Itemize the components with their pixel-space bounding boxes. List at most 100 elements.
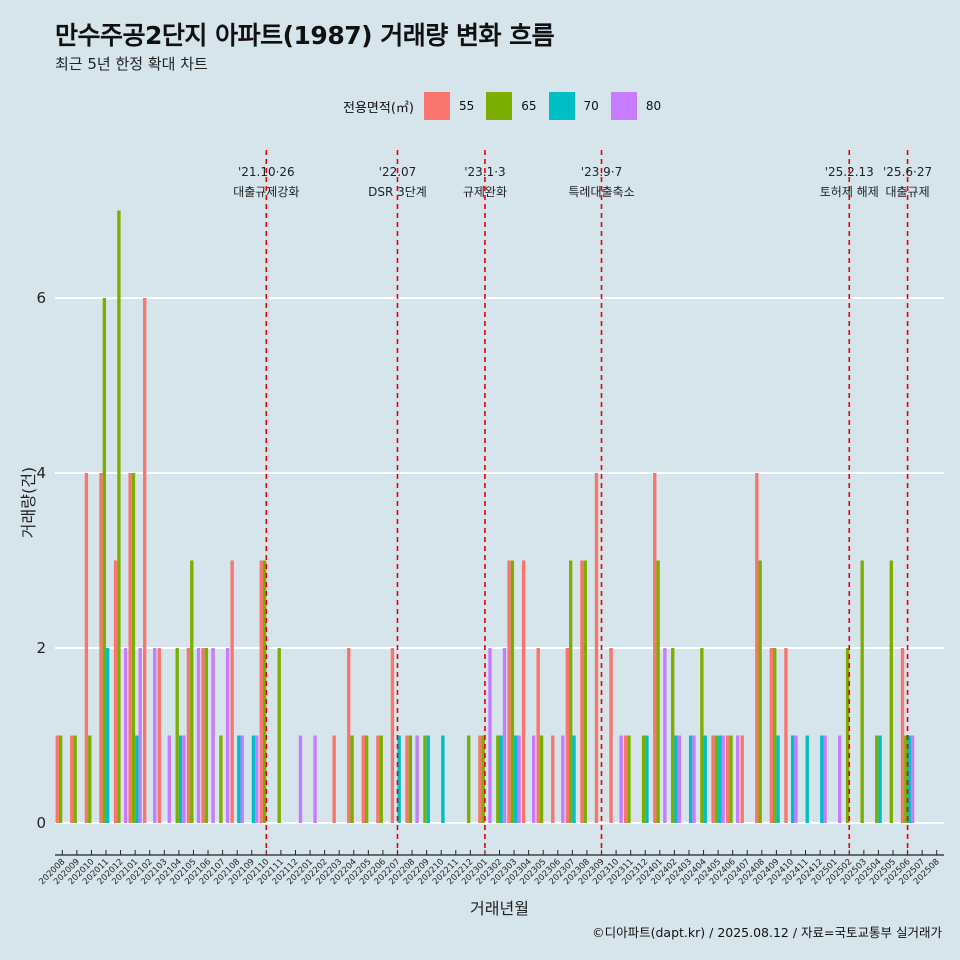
bar-80-202506: [910, 735, 915, 823]
event-date-label: '23.1·3: [464, 165, 505, 179]
bar-55-202310: [609, 648, 613, 823]
bar-55-202409: [769, 648, 774, 823]
bar-65-202204: [350, 735, 354, 823]
bar-70-202412: [820, 735, 824, 823]
chart-subtitle: 최근 5년 한정 확대 차트: [55, 55, 208, 73]
bar-70-202409: [776, 735, 780, 823]
bar-65-202406: [729, 735, 733, 823]
bar-55-202011: [99, 473, 103, 823]
bar-65-202106: [204, 648, 209, 823]
bar-80-202403: [692, 735, 696, 823]
bar-80-202406: [736, 735, 740, 823]
bar-55-202204: [347, 648, 351, 823]
bar-70-202307: [572, 735, 576, 823]
bar-80-202301: [488, 648, 492, 823]
bar-80-202310: [619, 735, 623, 823]
bar-65-202206: [379, 735, 383, 823]
legend-swatch-65: [486, 92, 513, 120]
event-date-label: '21.10·26: [238, 165, 295, 179]
bar-70-202504: [878, 735, 882, 823]
bar-65-202105: [190, 560, 194, 823]
legend-title: 전용면적(㎡): [343, 100, 414, 116]
bar-70-202302: [499, 735, 503, 823]
bar-55-202108: [230, 560, 234, 823]
legend-swatch-80: [610, 92, 637, 120]
bar-65-202008: [58, 735, 63, 823]
x-axis-title: 거래년월: [470, 899, 529, 918]
bar-65-202503: [860, 560, 864, 823]
bar-70-202405: [718, 735, 722, 823]
bar-65-202208: [408, 735, 413, 823]
bar-55-202311: [623, 735, 628, 823]
bar-80-202401: [663, 648, 667, 823]
bar-70-202210: [441, 735, 445, 823]
bar-55-202009: [70, 735, 74, 823]
event-date-label: '25.6·27: [883, 165, 932, 179]
bar-80-202306: [561, 735, 565, 823]
event-label: 대출규제강화: [233, 185, 299, 199]
bar-55-202406: [725, 735, 730, 823]
bar-80-202501: [838, 735, 842, 823]
bar-55-202206: [376, 735, 380, 823]
bar-65-202402: [671, 648, 675, 823]
bar-80-202112: [298, 735, 303, 823]
legend-item-55: 55: [423, 92, 475, 120]
bar-65-202502: [845, 648, 850, 823]
legend-item-80: 80: [610, 92, 662, 120]
bar-65-202401: [656, 560, 660, 823]
bar-65-202110: [262, 560, 267, 823]
bar-80-202201: [313, 735, 317, 823]
bar-55-202102: [143, 298, 147, 823]
bar-55-202309: [594, 473, 599, 823]
bar-55-202203: [332, 735, 336, 823]
bar-65-202312: [641, 735, 646, 823]
bar-65-202302: [496, 735, 500, 823]
bar-55-202410: [784, 648, 788, 823]
event-date-label: '25.2.13: [825, 165, 874, 179]
bar-65-202301: [481, 735, 485, 823]
y-tick-label: 0: [36, 814, 46, 832]
bar-80-202107: [225, 648, 230, 823]
bar-80-202106: [211, 648, 215, 823]
bar-55-202008: [55, 735, 59, 823]
bar-70-202108: [237, 735, 241, 823]
bar-55-202307: [565, 648, 570, 823]
bar-65-202012: [117, 210, 121, 823]
legend: 전용면적(㎡) 55 65 70 80: [343, 92, 673, 120]
bar-55-202408: [755, 473, 759, 823]
y-axis-title: 거래량(건): [19, 467, 38, 538]
bar-55-202105: [186, 648, 191, 823]
legend-label-55: 55: [458, 99, 475, 113]
bar-65-202506: [904, 735, 908, 823]
bar-55-202506: [900, 648, 905, 823]
bar-65-202205: [364, 735, 369, 823]
bar-80-202102: [153, 648, 157, 823]
bar-55-202301: [478, 735, 482, 823]
bar-70-202402: [674, 735, 678, 823]
bar-70-202411: [805, 735, 809, 823]
chart-title: 만수주공2단지 아파트(1987) 거래량 변화 흐름: [55, 21, 555, 50]
bar-55-202207: [390, 648, 395, 823]
bar-55-202305: [536, 648, 540, 823]
legend-item-70: 70: [548, 92, 599, 120]
bar-65-202010: [88, 735, 92, 823]
bar-65-202505: [889, 560, 893, 823]
bar-70-202101: [135, 735, 139, 823]
bar-70-202403: [688, 735, 693, 823]
bar-65-202308: [583, 560, 587, 823]
bar-80-202303: [517, 735, 521, 823]
bar-65-202307: [569, 560, 573, 823]
legend-swatch-55: [423, 92, 450, 120]
bar-70-202209: [426, 735, 430, 823]
bar-70-202011: [106, 648, 110, 823]
bar-65-202111: [277, 648, 281, 823]
y-tick-label: 6: [36, 289, 46, 307]
bar-55-202306: [551, 735, 555, 823]
bar-70-202109: [251, 735, 256, 823]
legend-label-80: 80: [645, 99, 662, 113]
bar-70-202410: [790, 735, 795, 823]
event-label: DSR 3단계: [368, 185, 427, 199]
bar-80-202208: [415, 735, 419, 823]
bar-70-202104: [178, 735, 183, 823]
bar-55-202101: [128, 473, 132, 823]
